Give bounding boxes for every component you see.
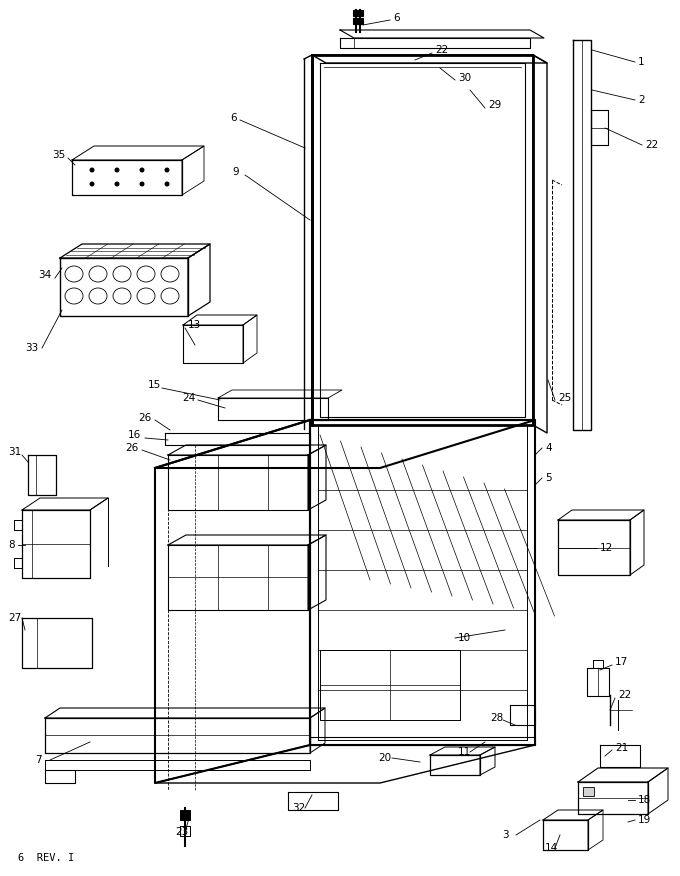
Text: 32: 32 xyxy=(292,803,305,813)
Text: 35: 35 xyxy=(52,150,65,160)
Text: 25: 25 xyxy=(558,393,571,403)
Text: 22: 22 xyxy=(645,140,658,150)
Text: 23: 23 xyxy=(175,827,188,837)
Text: 9: 9 xyxy=(232,167,239,177)
Text: 30: 30 xyxy=(458,73,471,83)
Polygon shape xyxy=(583,787,594,796)
Text: 5: 5 xyxy=(545,473,551,483)
Text: 6: 6 xyxy=(393,13,400,23)
Text: 33: 33 xyxy=(25,343,38,353)
Text: 21: 21 xyxy=(615,743,628,753)
Text: 24: 24 xyxy=(182,393,195,403)
Text: 12: 12 xyxy=(600,543,613,553)
Text: 16: 16 xyxy=(128,430,141,440)
Text: 7: 7 xyxy=(35,755,41,765)
Text: 22: 22 xyxy=(618,690,631,700)
Polygon shape xyxy=(180,810,190,820)
Text: 19: 19 xyxy=(638,815,651,825)
Text: 27: 27 xyxy=(8,613,21,623)
Text: 28: 28 xyxy=(490,713,503,723)
Circle shape xyxy=(114,181,120,187)
Text: 3: 3 xyxy=(502,830,509,840)
Circle shape xyxy=(90,181,95,187)
Circle shape xyxy=(90,167,95,173)
Circle shape xyxy=(139,167,144,173)
Circle shape xyxy=(114,167,120,173)
Text: 1: 1 xyxy=(638,57,645,67)
Circle shape xyxy=(165,167,169,173)
Text: 14: 14 xyxy=(545,843,558,853)
Polygon shape xyxy=(353,18,363,24)
Text: 6  REV. I: 6 REV. I xyxy=(18,853,74,863)
Text: 18: 18 xyxy=(638,795,651,805)
Text: 15: 15 xyxy=(148,380,161,390)
Text: 26: 26 xyxy=(125,443,138,453)
Text: 6: 6 xyxy=(230,113,237,123)
Text: 8: 8 xyxy=(8,540,15,550)
Polygon shape xyxy=(353,10,363,16)
Text: 17: 17 xyxy=(615,657,628,667)
Text: 10: 10 xyxy=(458,633,471,643)
Circle shape xyxy=(165,181,169,187)
Text: 13: 13 xyxy=(188,320,201,330)
Circle shape xyxy=(139,181,144,187)
Text: 20: 20 xyxy=(378,753,391,763)
Text: 31: 31 xyxy=(8,447,21,457)
Text: 2: 2 xyxy=(638,95,645,105)
Text: 22: 22 xyxy=(435,45,448,55)
Text: 34: 34 xyxy=(38,270,51,280)
Text: 4: 4 xyxy=(545,443,551,453)
Text: 11: 11 xyxy=(458,747,471,757)
Text: 29: 29 xyxy=(488,100,501,110)
Text: 26: 26 xyxy=(138,413,151,423)
